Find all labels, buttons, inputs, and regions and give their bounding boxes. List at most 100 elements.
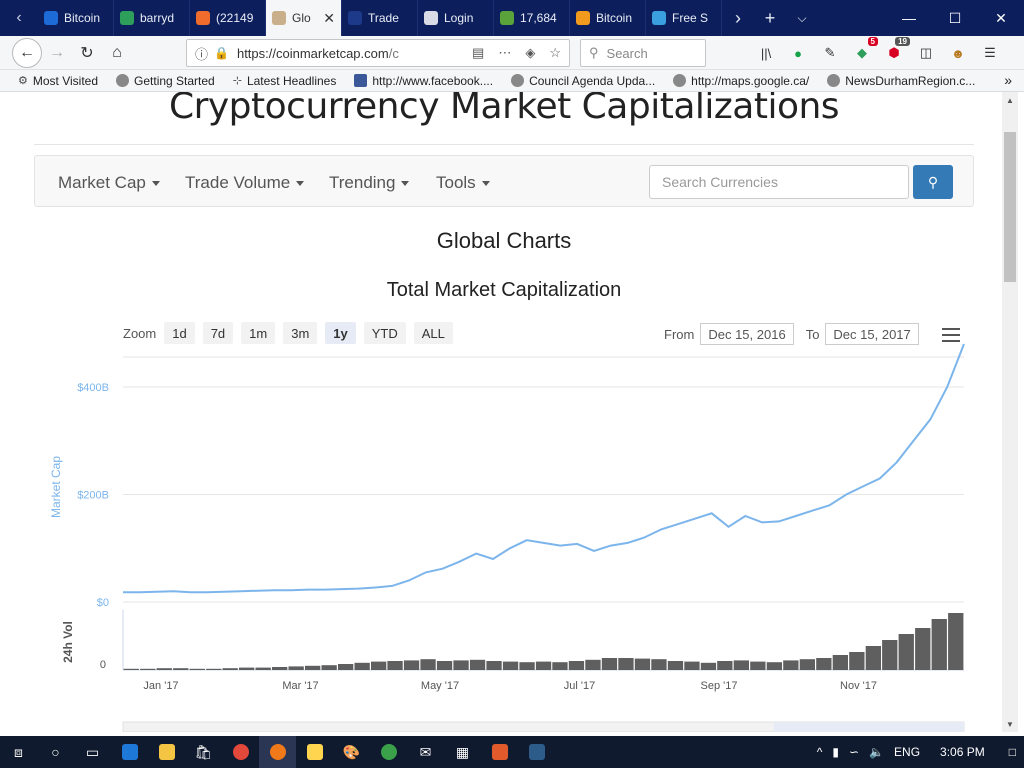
forward-button[interactable]: →	[49, 43, 65, 61]
reader-view-icon[interactable]: ▤	[472, 45, 485, 60]
home-button[interactable]: ⌂	[112, 43, 122, 61]
browser-tab[interactable]: Free S	[646, 0, 722, 36]
app-icon[interactable]	[518, 736, 555, 768]
language-indicator[interactable]: ENG	[894, 745, 921, 759]
bookmark-star-icon[interactable]: ☆	[549, 45, 561, 60]
zoom-button-1y[interactable]: 1y	[325, 322, 356, 344]
market-cap-line[interactable]	[123, 343, 965, 594]
bookmark-item[interactable]: http://maps.google.ca/	[673, 74, 809, 88]
chart-menu-icon[interactable]	[942, 328, 960, 342]
zoom-button-1d[interactable]: 1d	[164, 322, 195, 344]
navigator-range[interactable]	[774, 722, 964, 732]
cortana-icon[interactable]: ○	[51, 744, 60, 760]
grammarly-icon[interactable]: ●	[794, 45, 802, 61]
task-view-icon[interactable]: ▭	[85, 743, 100, 760]
bookmark-item[interactable]: Getting Started	[116, 74, 215, 88]
currency-search-input[interactable]: Search Currencies	[649, 165, 909, 199]
paint-icon[interactable]: 🎨	[342, 743, 361, 760]
mail-icon[interactable]: ✉	[419, 743, 432, 760]
brave-icon[interactable]	[481, 736, 518, 768]
zoom-button-7d[interactable]: 7d	[202, 322, 234, 344]
info-icon[interactable]: ⓘ	[195, 46, 209, 62]
calculator-icon[interactable]: ▦	[455, 743, 470, 760]
to-label: To	[805, 326, 820, 342]
volume-bar	[783, 660, 799, 670]
page-scrollbar[interactable]: ▲ ▼	[1002, 92, 1018, 732]
battery-icon[interactable]: ▮	[832, 745, 840, 759]
sidebar-icon[interactable]: ◫	[919, 45, 933, 60]
tab-label: Trade	[368, 11, 399, 25]
browser-tab[interactable]: (22149	[190, 0, 266, 36]
bookmark-item[interactable]: ⚙ Most Visited	[18, 74, 98, 88]
x-tick-label: Jan '17	[143, 680, 178, 692]
browser-tab[interactable]: Glo ✕	[266, 0, 342, 36]
firefox-icon[interactable]	[259, 736, 296, 768]
browser-search-box[interactable]: ⚲ Search	[580, 39, 706, 67]
calculator-grid-icon[interactable]	[296, 736, 333, 768]
store-icon[interactable]: 🛍	[194, 743, 213, 760]
eyedropper-icon[interactable]: ✎	[824, 45, 836, 60]
browser-tab[interactable]: Bitcoin	[38, 0, 114, 36]
new-tab-button[interactable]: +	[764, 7, 776, 28]
volume-bar	[173, 668, 189, 670]
file-explorer-icon[interactable]	[148, 736, 185, 768]
volume-bar	[305, 665, 321, 670]
menu-tools[interactable]: Tools	[436, 173, 490, 193]
zoom-button-all[interactable]: ALL	[413, 322, 453, 344]
browser-tab[interactable]: Bitcoin	[570, 0, 646, 36]
pocket-icon[interactable]: ◈	[525, 45, 536, 60]
bookmark-item[interactable]: Council Agenda Upda...	[511, 74, 655, 88]
currency-search-button[interactable]: ⚲	[913, 165, 953, 199]
zoom-button-3m[interactable]: 3m	[283, 322, 318, 344]
volume-icon[interactable]: 🔈	[869, 745, 885, 759]
tab-scroll-left-button[interactable]: ‹	[16, 9, 22, 26]
network-icon[interactable]: ∽	[849, 745, 860, 759]
close-tab-icon[interactable]: ✕	[323, 9, 335, 26]
minimize-button[interactable]: —	[902, 10, 916, 26]
scroll-thumb[interactable]	[1004, 132, 1016, 282]
bookmark-item[interactable]: NewsDurhamRegion.c...	[827, 74, 975, 88]
library-icon[interactable]: ||\	[760, 45, 772, 61]
back-button[interactable]: ←	[12, 37, 42, 68]
scroll-down-icon[interactable]: ▼	[1006, 719, 1014, 729]
bookmarks-overflow-icon[interactable]: »	[1004, 72, 1012, 88]
zoom-button-1m[interactable]: 1m	[241, 322, 276, 344]
x-tick-label: May '17	[421, 680, 459, 692]
scroll-up-icon[interactable]: ▲	[1006, 95, 1014, 105]
to-date-input[interactable]: Dec 15, 2017	[825, 323, 919, 345]
from-date-input[interactable]: Dec 15, 2016	[700, 323, 794, 345]
clock[interactable]: 3:06 PM	[940, 745, 985, 759]
zoom-button-ytd[interactable]: YTD	[363, 322, 406, 344]
brave-icon-shape	[491, 744, 508, 760]
url-bar[interactable]: ⓘ 🔒 https://coinmarketcap.com/c ▤ ⋯ ◈ ☆	[186, 39, 570, 67]
edge-icon[interactable]	[111, 736, 148, 768]
start-button[interactable]: ⧈	[14, 743, 23, 760]
tray-chevron-icon[interactable]: ^	[816, 745, 823, 759]
browser-tab[interactable]: 17,684	[494, 0, 570, 36]
extension-icon[interactable]: ◆ 5	[852, 37, 878, 63]
menu-trade-volume[interactable]: Trade Volume	[185, 173, 305, 193]
account-icon[interactable]: ☻	[951, 45, 965, 61]
adblock-icon[interactable]: ⬢ 19	[884, 37, 910, 63]
menu-market-cap[interactable]: Market Cap	[58, 173, 160, 193]
tab-bar: ‹ Bitcoin barryd (22149 Glo ✕ Trade Login 17,68…	[0, 0, 1024, 36]
notifications-icon[interactable]: □	[1008, 745, 1016, 759]
menu-icon[interactable]: ☰	[984, 45, 996, 60]
maximize-button[interactable]: ☐	[948, 9, 962, 26]
bookmark-item[interactable]: http://www.facebook....	[354, 74, 493, 88]
volume-bar	[931, 619, 947, 670]
browser-tab[interactable]: Login	[418, 0, 494, 36]
browser-tab[interactable]: Trade	[342, 0, 418, 36]
close-window-button[interactable]: ✕	[995, 9, 1007, 26]
browser-tab[interactable]: barryd	[114, 0, 190, 36]
reload-button[interactable]: ↻	[80, 44, 94, 62]
tab-scroll-right-button[interactable]: ›	[735, 7, 741, 28]
volume-bar	[453, 660, 469, 670]
page-actions-icon[interactable]: ⋯	[498, 45, 512, 60]
menu-trending[interactable]: Trending	[329, 173, 410, 193]
bookmark-item[interactable]: ⊹ Latest Headlines	[233, 74, 337, 88]
market-cap-chart[interactable]: $0 $200B $400B Market Cap 24h Vol 0 Jan '17 Mar…	[6, 343, 1002, 732]
tab-list-button[interactable]: ⌵	[797, 10, 807, 25]
globe-app-icon[interactable]	[370, 736, 407, 768]
chrome-icon[interactable]	[222, 736, 259, 768]
